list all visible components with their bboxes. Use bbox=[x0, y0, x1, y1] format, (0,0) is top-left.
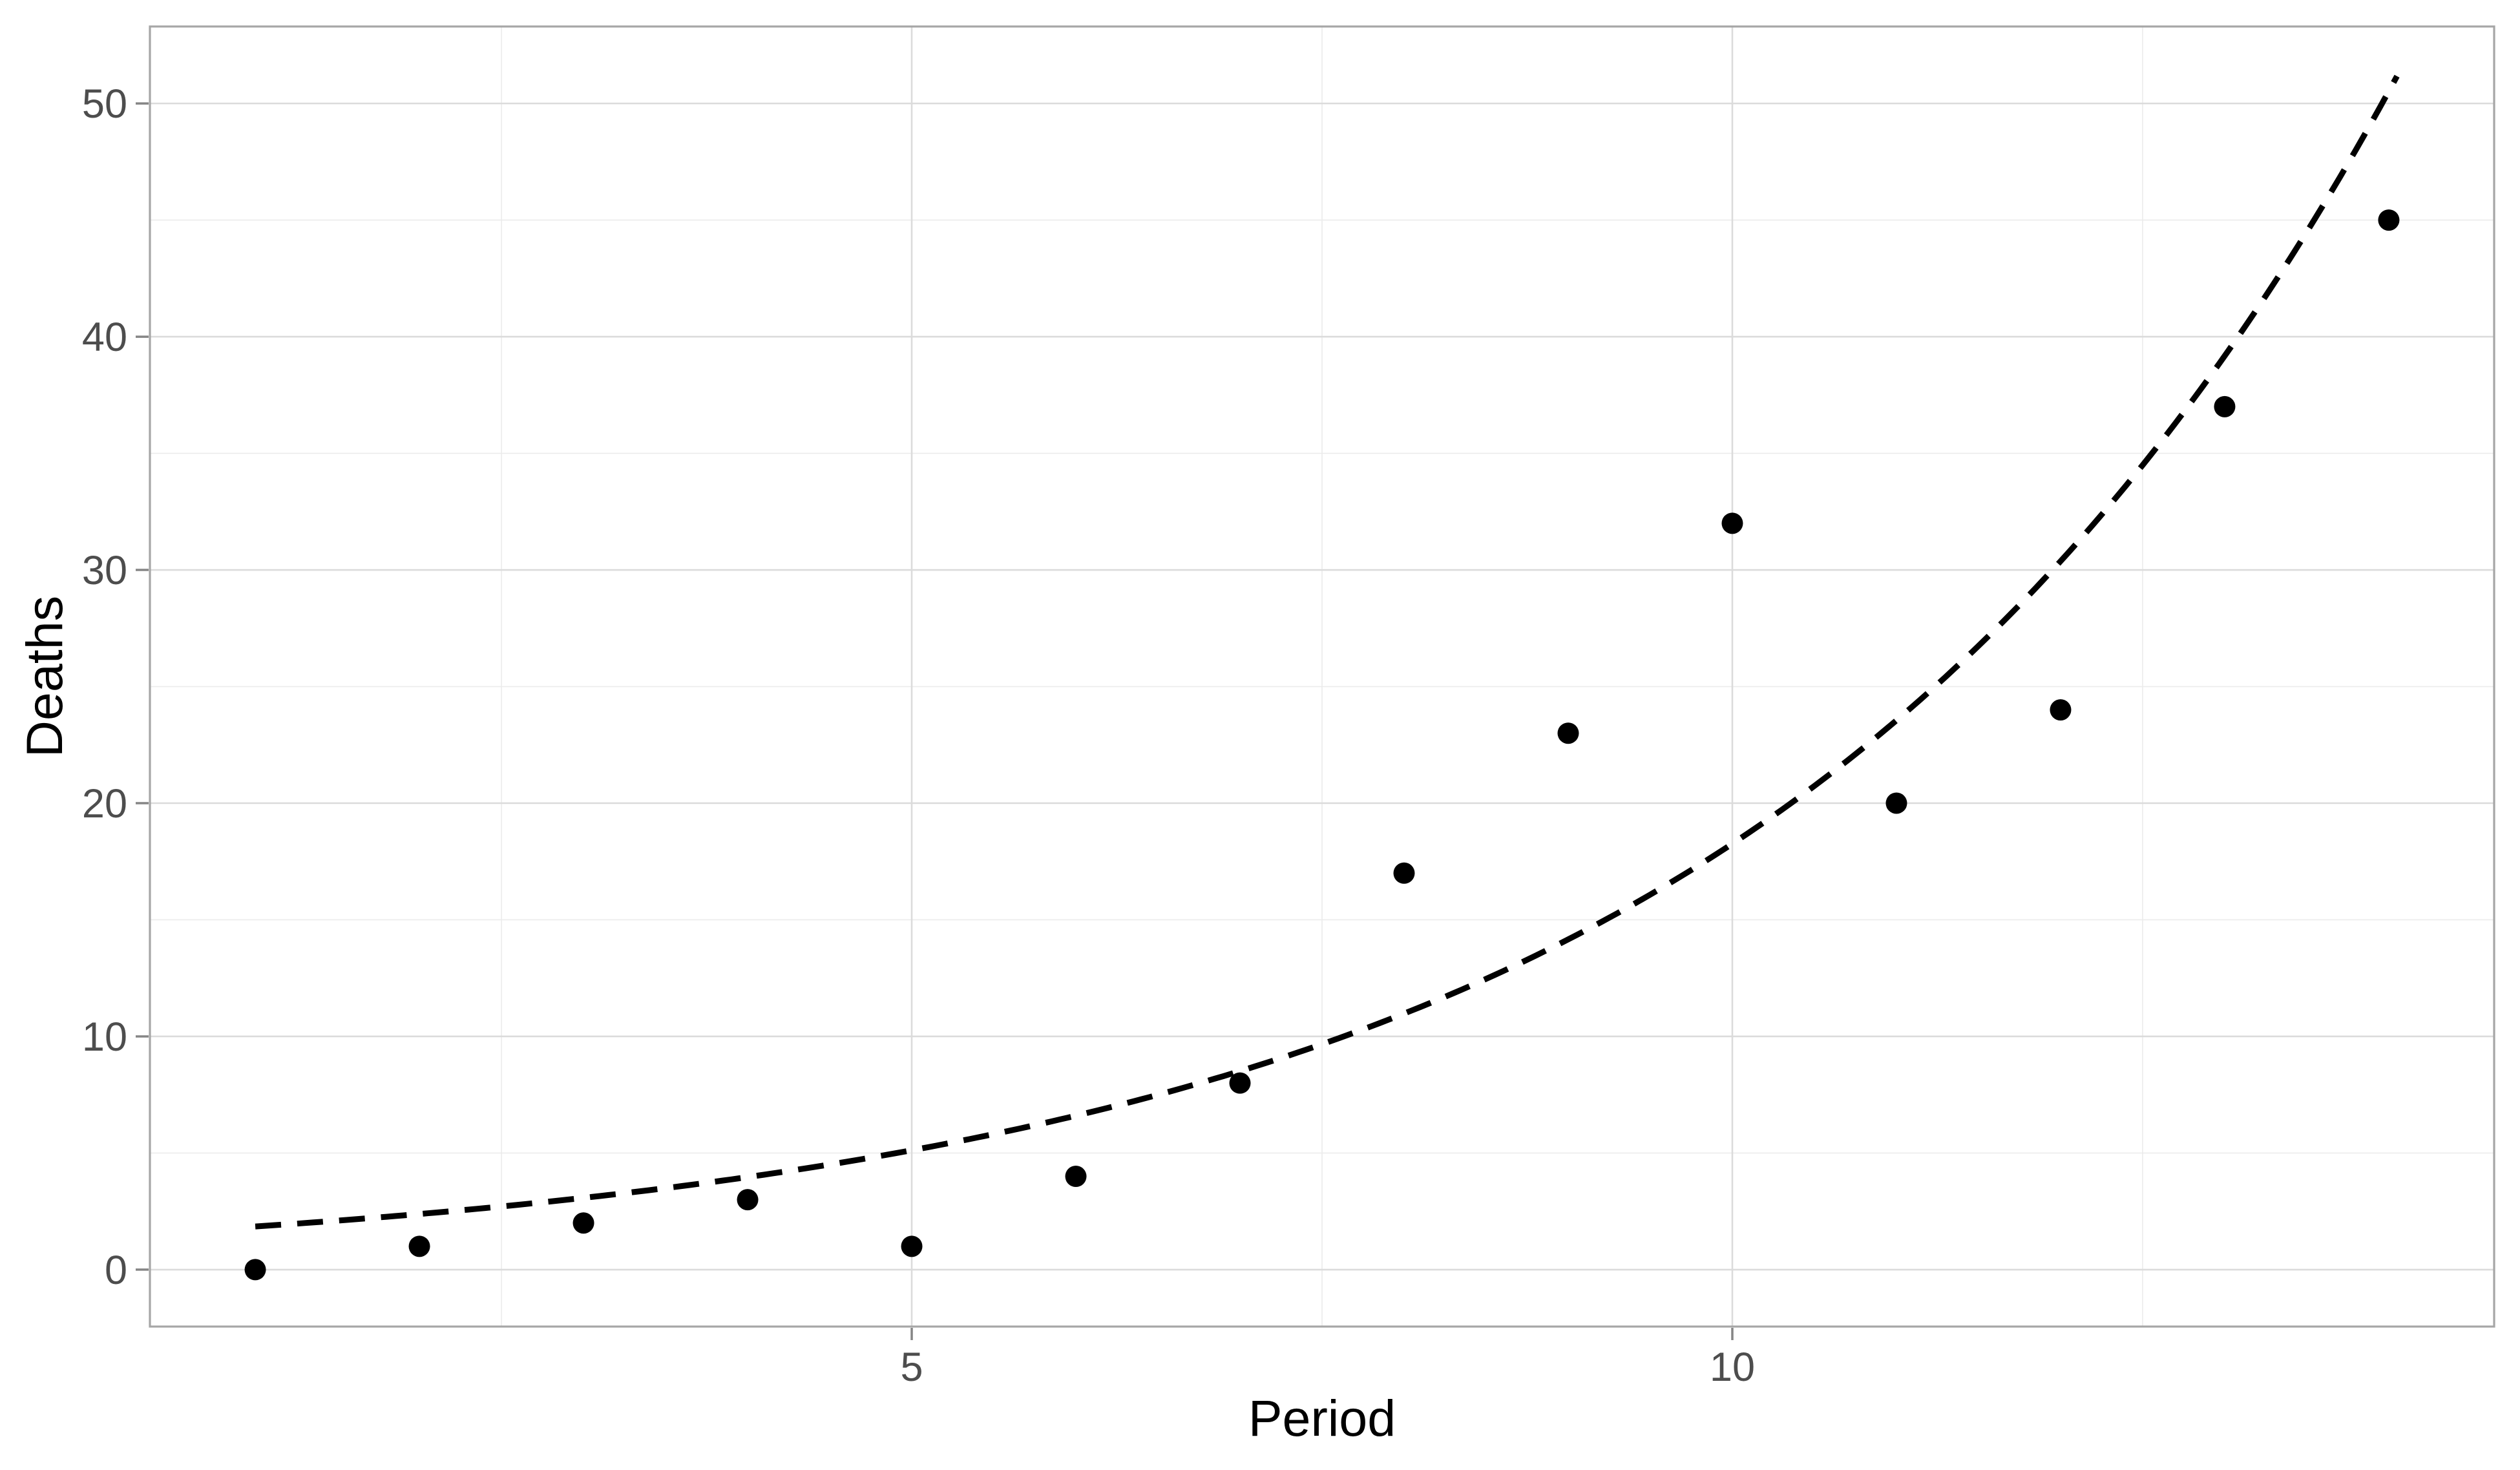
x-tick-label: 5 bbox=[901, 1345, 923, 1390]
fit-line-layer bbox=[255, 74, 2400, 1230]
data-point bbox=[1065, 1166, 1087, 1188]
fit-line bbox=[255, 74, 2400, 1230]
data-point bbox=[2378, 209, 2400, 231]
y-tick-label: 30 bbox=[82, 548, 127, 593]
y-tick-label: 20 bbox=[82, 781, 127, 826]
y-tick-label: 40 bbox=[82, 315, 127, 360]
data-point bbox=[1557, 722, 1579, 744]
x-axis-title: Period bbox=[1248, 1389, 1396, 1447]
data-point bbox=[1229, 1072, 1251, 1094]
data-point bbox=[2214, 395, 2236, 417]
x-tick-label: 10 bbox=[1710, 1345, 1755, 1390]
data-point bbox=[737, 1189, 759, 1211]
data-points bbox=[244, 209, 2400, 1281]
axes: 0 10 20 30 40 50 5 10 bbox=[82, 25, 2495, 1390]
data-point bbox=[901, 1235, 923, 1257]
data-point bbox=[408, 1235, 430, 1257]
data-point bbox=[1721, 512, 1743, 534]
y-tick-label: 0 bbox=[105, 1248, 127, 1293]
y-axis-title: Deaths bbox=[16, 596, 73, 757]
panel-border bbox=[149, 25, 2495, 1328]
y-tick-label: 50 bbox=[82, 81, 127, 127]
y-tick-label: 10 bbox=[82, 1014, 127, 1060]
data-point bbox=[2050, 699, 2072, 721]
data-point bbox=[1885, 792, 1907, 814]
data-point bbox=[244, 1259, 266, 1281]
data-point bbox=[572, 1212, 594, 1234]
data-point bbox=[1393, 862, 1415, 884]
gridlines bbox=[150, 26, 2494, 1327]
